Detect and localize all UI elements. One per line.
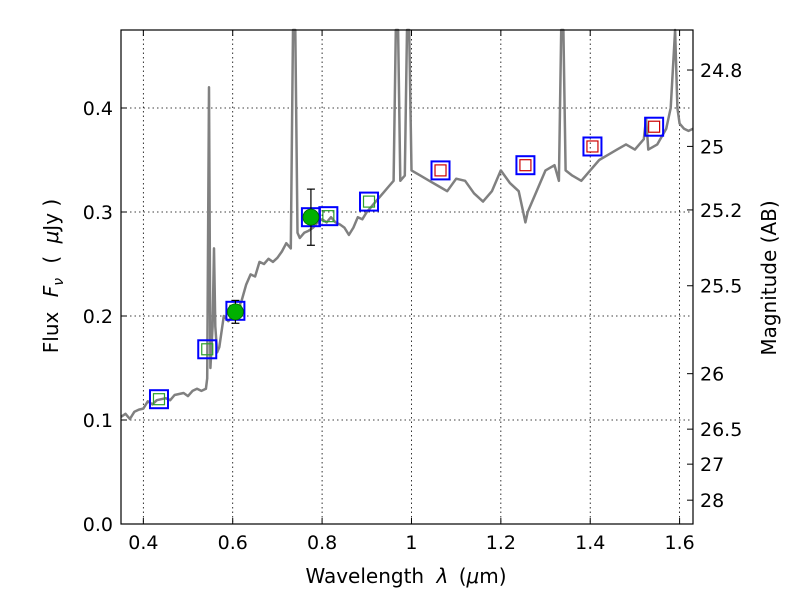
model-point-outer-square <box>359 191 380 212</box>
magnitude-tick-label: 26 <box>700 364 724 386</box>
magnitude-axis-ticks: 24.8 25 25.2 25.5 26 26.5 27 28 <box>687 60 742 512</box>
spectrum-line <box>120 28 694 421</box>
model-point <box>582 136 603 157</box>
model-point-outer-square <box>644 116 665 137</box>
x-axis-label-unit-open: ( <box>459 564 467 588</box>
x-axis-ticks: 0.4 0.6 0.8 1 1.2 1.4 1.6 <box>128 30 695 554</box>
model-point-outer-square <box>582 136 603 157</box>
model-point-inner-square <box>152 393 166 406</box>
x-tick-label: 0.6 <box>218 532 248 554</box>
model-point <box>318 206 339 227</box>
x-tick-label: 1.2 <box>486 532 516 554</box>
model-point <box>644 116 665 137</box>
y-tick-label: 0.0 <box>83 514 113 536</box>
spectrum-series <box>120 28 694 421</box>
y-tick-label: 0.2 <box>83 306 113 328</box>
model-point-outer-square <box>318 206 339 227</box>
model-point <box>197 339 218 360</box>
y-axis-label-subscript: ν <box>51 278 67 286</box>
observed-photometry-series <box>226 188 320 324</box>
model-point-inner-square <box>434 164 447 177</box>
model-point-outer-square <box>515 155 536 176</box>
model-point-outer-square <box>197 339 218 360</box>
model-point-inner-square <box>201 343 214 356</box>
magnitude-tick-label: 25.2 <box>700 200 742 222</box>
magnitude-tick-label: 26.5 <box>700 419 742 441</box>
observed-point <box>226 299 244 324</box>
observed-point-marker <box>302 208 320 226</box>
magnitude-tick-label: 24.8 <box>700 60 742 82</box>
x-axis-label-symbol: λ <box>435 564 448 588</box>
model-point-inner-square <box>586 140 599 153</box>
model-point <box>148 389 169 410</box>
x-tick-label: 1 <box>405 532 417 554</box>
x-tick-label: 1.6 <box>664 532 694 554</box>
model-point <box>430 160 451 181</box>
x-tick-label: 0.4 <box>128 532 158 554</box>
model-point-inner-square <box>519 159 532 172</box>
y-axis-label-text: Flux <box>39 311 63 353</box>
y-axis-ticks: 0.0 0.1 0.2 0.3 0.4 <box>83 98 127 536</box>
observed-point <box>302 188 320 246</box>
model-point <box>359 191 380 212</box>
x-axis-label-unit-rest: m) <box>479 564 506 588</box>
x-axis-label-text: Wavelength <box>305 564 424 588</box>
model-point-outer-square <box>148 389 169 410</box>
magnitude-tick-label: 25 <box>700 136 724 158</box>
magnitude-tick-label: 28 <box>700 490 724 512</box>
y-axis-label: Flux Fν ( μJy ) <box>39 199 68 353</box>
y-tick-label: 0.4 <box>83 98 113 120</box>
plot-frame <box>120 29 694 525</box>
model-point-outer-square <box>430 160 451 181</box>
magnitude-axis-label: Magnitude (AB) <box>757 200 781 355</box>
y-axis-label-unit-mu: μ <box>39 231 63 245</box>
magnitude-tick-label: 27 <box>700 454 724 476</box>
observed-point-marker <box>226 303 244 321</box>
model-point-inner-square <box>362 195 376 208</box>
model-photometry-series <box>148 116 665 410</box>
model-point <box>515 155 536 176</box>
y-tick-label: 0.1 <box>83 410 113 432</box>
x-tick-label: 0.8 <box>307 532 337 554</box>
x-axis-label: Wavelength λ (μm) <box>305 564 506 588</box>
model-point-inner-square <box>648 120 661 133</box>
x-axis-label-unit-mu: μ <box>466 564 480 588</box>
magnitude-tick-label: 25.5 <box>700 276 742 298</box>
model-point-inner-square <box>322 210 335 223</box>
x-tick-label: 1.4 <box>575 532 605 554</box>
y-axis-label-unit-open: ( <box>39 256 63 264</box>
y-axis-label-unit-rest: Jy ) <box>39 199 63 233</box>
y-axis-label-symbol: F <box>39 285 63 297</box>
y-tick-label: 0.3 <box>83 202 113 224</box>
